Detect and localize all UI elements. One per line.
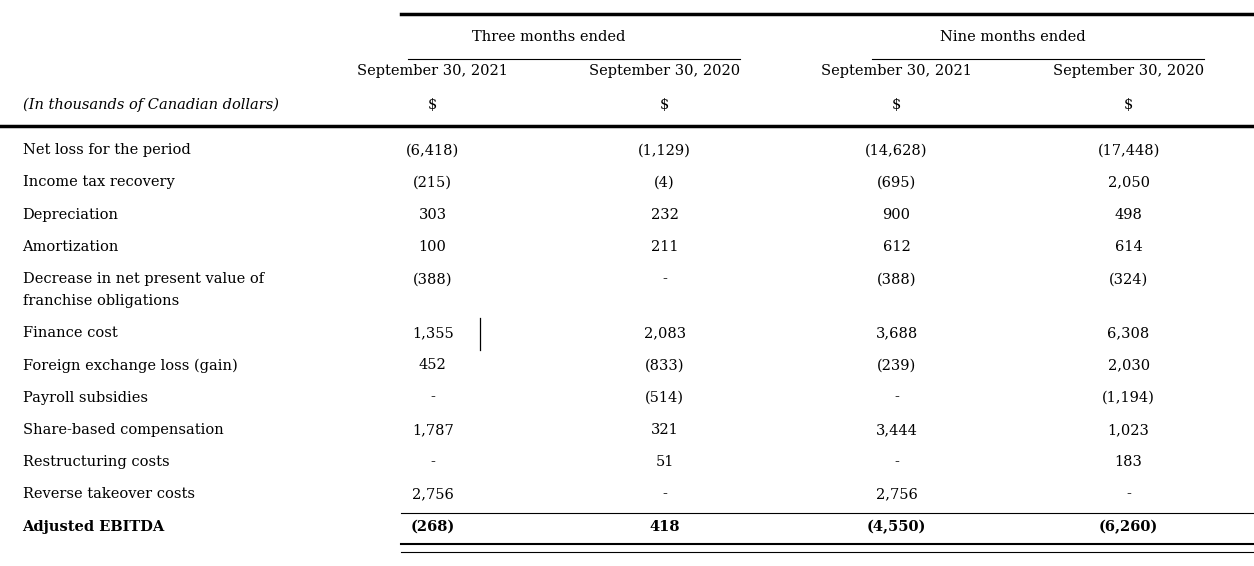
Text: $: $: [660, 98, 670, 112]
Text: 2,083: 2,083: [643, 326, 686, 340]
Text: -: -: [1126, 487, 1131, 501]
Text: September 30, 2020: September 30, 2020: [589, 64, 740, 78]
Text: -: -: [662, 272, 667, 286]
Text: (14,628): (14,628): [865, 143, 928, 157]
Text: September 30, 2021: September 30, 2021: [357, 64, 508, 78]
Text: Finance cost: Finance cost: [23, 326, 118, 340]
Text: Decrease in net present value of: Decrease in net present value of: [23, 272, 263, 286]
Text: franchise obligations: franchise obligations: [23, 294, 179, 308]
Text: (6,418): (6,418): [406, 143, 459, 157]
Text: (4,550): (4,550): [867, 520, 927, 534]
Text: (17,448): (17,448): [1097, 143, 1160, 157]
Text: -: -: [894, 391, 899, 405]
Text: 211: 211: [651, 240, 678, 254]
Text: -: -: [430, 391, 435, 405]
Text: (833): (833): [645, 358, 685, 372]
Text: -: -: [662, 487, 667, 501]
Text: $: $: [428, 98, 438, 112]
Text: September 30, 2020: September 30, 2020: [1053, 64, 1204, 78]
Text: Depreciation: Depreciation: [23, 208, 119, 222]
Text: $: $: [1124, 98, 1134, 112]
Text: (In thousands of Canadian dollars): (In thousands of Canadian dollars): [23, 97, 278, 112]
Text: Net loss for the period: Net loss for the period: [23, 143, 191, 157]
Text: (514): (514): [645, 391, 685, 405]
Text: Foreign exchange loss (gain): Foreign exchange loss (gain): [23, 358, 237, 372]
Text: 498: 498: [1115, 208, 1142, 222]
Text: 321: 321: [651, 423, 678, 437]
Text: 614: 614: [1115, 240, 1142, 254]
Text: 900: 900: [883, 208, 910, 222]
Text: (239): (239): [877, 358, 917, 372]
Text: 232: 232: [651, 208, 678, 222]
Text: (215): (215): [413, 175, 453, 190]
Text: Payroll subsidies: Payroll subsidies: [23, 391, 148, 405]
Text: 1,355: 1,355: [411, 326, 454, 340]
Text: (1,194): (1,194): [1102, 391, 1155, 405]
Text: 2,756: 2,756: [411, 487, 454, 501]
Text: (6,260): (6,260): [1099, 520, 1159, 534]
Text: 418: 418: [650, 520, 680, 534]
Text: $: $: [892, 98, 902, 112]
Text: -: -: [894, 455, 899, 469]
Text: Adjusted EBITDA: Adjusted EBITDA: [23, 520, 164, 534]
Text: Share-based compensation: Share-based compensation: [23, 423, 223, 437]
Text: 3,688: 3,688: [875, 326, 918, 340]
Text: 2,756: 2,756: [875, 487, 918, 501]
Text: (388): (388): [413, 272, 453, 286]
Text: 3,444: 3,444: [875, 423, 918, 437]
Text: Amortization: Amortization: [23, 240, 119, 254]
Text: Income tax recovery: Income tax recovery: [23, 175, 174, 190]
Text: 100: 100: [419, 240, 446, 254]
Text: (324): (324): [1109, 272, 1149, 286]
Text: Nine months ended: Nine months ended: [939, 30, 1086, 44]
Text: (268): (268): [410, 520, 455, 534]
Text: 303: 303: [419, 208, 446, 222]
Text: Reverse takeover costs: Reverse takeover costs: [23, 487, 194, 501]
Text: Three months ended: Three months ended: [472, 30, 626, 44]
Text: (388): (388): [877, 272, 917, 286]
Text: 2,030: 2,030: [1107, 358, 1150, 372]
Text: 1,023: 1,023: [1107, 423, 1150, 437]
Text: 183: 183: [1115, 455, 1142, 469]
Text: Restructuring costs: Restructuring costs: [23, 455, 169, 469]
Text: 612: 612: [883, 240, 910, 254]
Text: (4): (4): [655, 175, 675, 190]
Text: -: -: [430, 455, 435, 469]
Text: September 30, 2021: September 30, 2021: [821, 64, 972, 78]
Text: (1,129): (1,129): [638, 143, 691, 157]
Text: 51: 51: [656, 455, 673, 469]
Text: (695): (695): [877, 175, 917, 190]
Text: 6,308: 6,308: [1107, 326, 1150, 340]
Text: 2,050: 2,050: [1107, 175, 1150, 190]
Text: 452: 452: [419, 358, 446, 372]
Text: 1,787: 1,787: [411, 423, 454, 437]
